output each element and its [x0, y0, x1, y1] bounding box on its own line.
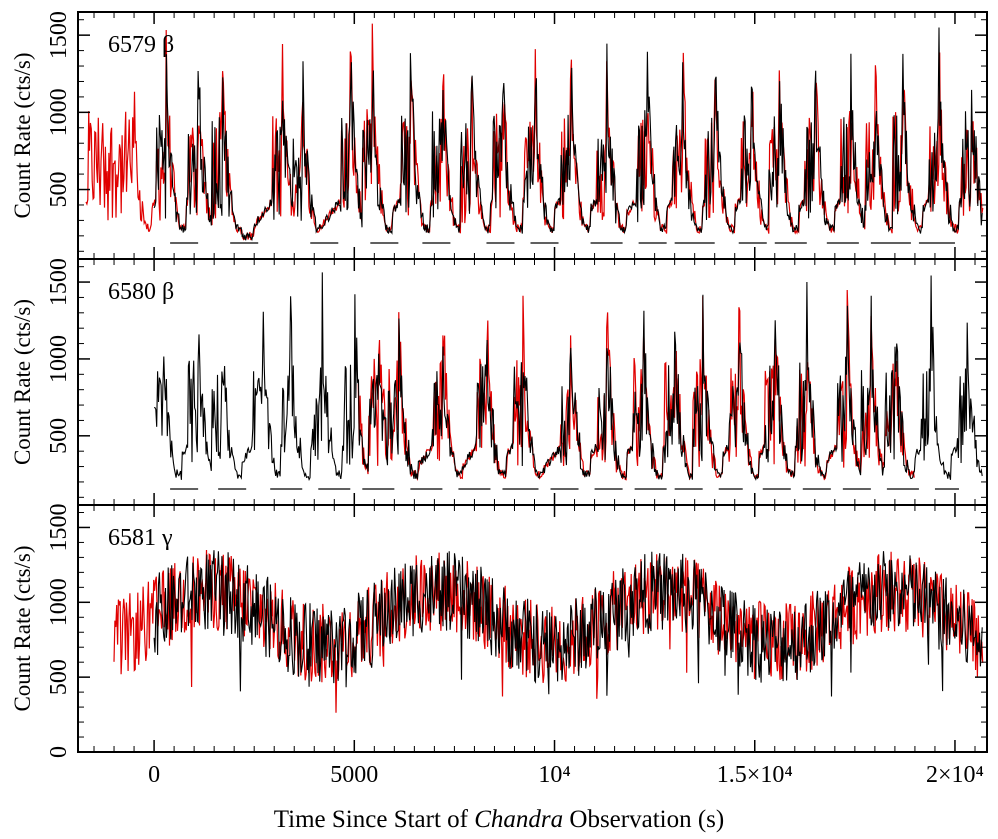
panel-frame-1 — [77, 258, 988, 506]
y-tick-label: 0 — [46, 746, 72, 758]
panel-label-1: 6580 β — [108, 279, 174, 305]
series-black-panel-1 — [153, 272, 983, 482]
series-red-panel-1 — [357, 289, 915, 482]
panel-frame-2 — [77, 504, 988, 753]
x-axis-label-prefix: Time Since Start of — [273, 806, 475, 833]
x-tick-label: 2×10⁴ — [926, 762, 984, 788]
series-black-panel-2 — [153, 550, 983, 697]
y-tick-label: 1500 — [46, 11, 72, 59]
y-tick-label: 1500 — [46, 258, 72, 306]
panel-label-0: 6579 β — [108, 32, 174, 58]
y-axis-label-2: Count Rate (cts/s) — [10, 545, 35, 711]
panel-label-2: 6581 γ — [108, 525, 173, 551]
x-tick-label: 0 — [148, 762, 160, 788]
y-axis-label-0: Count Rate (cts/s) — [10, 52, 35, 218]
x-axis-label-suffix: Observation (s) — [563, 806, 725, 833]
x-axis-label: Time Since Start of Chandra Observation … — [0, 806, 998, 834]
series-black-panel-0 — [153, 27, 983, 242]
x-tick-label: 10⁴ — [538, 762, 570, 788]
x-axis-label-italic: Chandra — [474, 806, 564, 833]
x-tick-label: 1.5×10⁴ — [717, 762, 793, 788]
y-tick-label: 500 — [46, 659, 72, 695]
y-tick-label: 1000 — [46, 335, 72, 383]
y-tick-label: 500 — [46, 172, 72, 208]
y-tick-label: 500 — [46, 418, 72, 454]
y-tick-label: 1000 — [46, 578, 72, 626]
y-tick-label: 1000 — [46, 88, 72, 136]
x-tick-label: 5000 — [330, 762, 378, 788]
y-axis-label-1: Count Rate (cts/s) — [10, 299, 35, 465]
y-tick-label: 1500 — [46, 503, 72, 551]
chart-svg: 500 1000 1500 6579 β Count Rate (cts/s) 500 10… — [10, 11, 988, 788]
